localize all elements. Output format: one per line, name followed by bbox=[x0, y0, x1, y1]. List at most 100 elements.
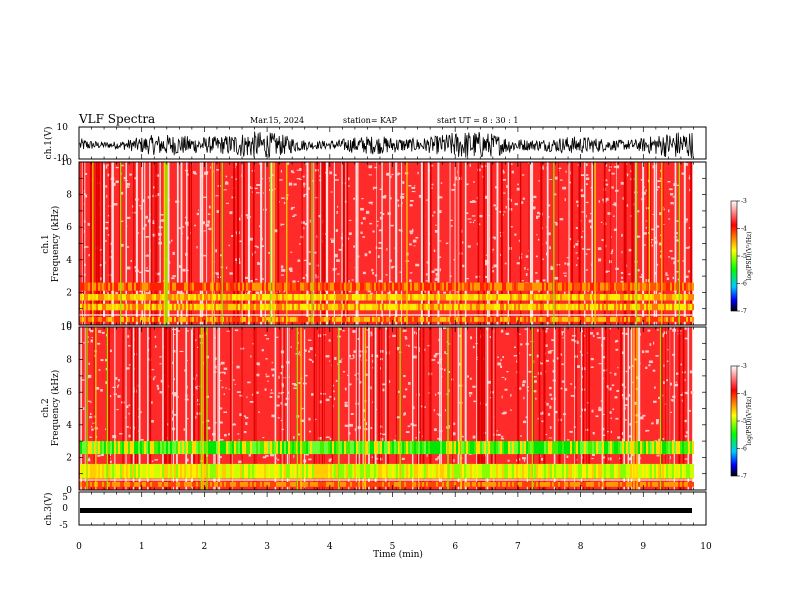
spectrogram-impulse bbox=[422, 162, 425, 325]
spectrogram-speckle bbox=[654, 386, 656, 389]
spectrogram-band bbox=[350, 481, 352, 487]
spectrogram-band bbox=[360, 316, 362, 322]
spectrogram-band bbox=[676, 441, 678, 455]
spectrogram-band bbox=[604, 463, 606, 479]
spectrogram-band bbox=[676, 481, 678, 487]
spectrogram-band bbox=[168, 316, 170, 322]
spectrogram-band bbox=[382, 316, 384, 322]
spectrogram-band bbox=[318, 303, 320, 311]
spectrogram-band bbox=[96, 463, 98, 479]
spectrogram-band bbox=[152, 303, 154, 311]
spectrogram-band bbox=[428, 282, 430, 291]
spectrogram-speckle bbox=[151, 222, 155, 224]
spectrogram-band bbox=[422, 282, 424, 291]
spectrogram-band bbox=[384, 282, 386, 291]
spectrogram-speckle bbox=[539, 362, 543, 365]
spectrogram-speckle bbox=[660, 234, 662, 236]
spectrogram-band bbox=[682, 441, 684, 455]
spectrogram-band bbox=[220, 294, 222, 301]
spectrogram-speckle bbox=[203, 196, 207, 198]
spectrogram-speckle bbox=[256, 192, 260, 194]
spectrogram-speckle bbox=[491, 248, 494, 251]
spectrogram-speckle bbox=[142, 199, 145, 203]
spectrogram-sferic bbox=[311, 162, 313, 325]
spectrogram-band bbox=[660, 282, 662, 291]
spectrogram-speckle bbox=[378, 279, 383, 283]
spectrogram-band bbox=[320, 303, 322, 311]
spectrogram-band bbox=[670, 463, 672, 479]
spectrogram-band bbox=[122, 463, 124, 479]
spectrogram-band bbox=[232, 282, 234, 291]
spectrogram-band bbox=[666, 441, 668, 455]
spectrogram-impulse bbox=[440, 327, 442, 490]
spectrogram-band bbox=[270, 463, 272, 479]
spectrogram-speckle bbox=[152, 194, 154, 198]
spectrogram-speckle bbox=[591, 409, 594, 413]
spectrogram-band bbox=[126, 481, 128, 487]
spectrogram-band bbox=[414, 282, 416, 291]
spectrogram-speckle bbox=[278, 201, 280, 203]
spectrogram-band bbox=[150, 463, 152, 479]
spectrogram-speckle bbox=[178, 291, 181, 294]
spectrogram-band bbox=[626, 303, 628, 311]
spectrogram-band bbox=[394, 481, 396, 487]
spectrogram-band bbox=[616, 481, 618, 487]
spectrogram-band bbox=[468, 481, 470, 487]
spectrogram-band bbox=[654, 282, 656, 291]
spectrogram-speckle bbox=[129, 426, 132, 429]
spectrogram-band bbox=[662, 481, 664, 487]
spectrogram-speckle bbox=[444, 409, 446, 412]
spectrogram-band bbox=[586, 481, 588, 487]
spectrogram-speckle bbox=[561, 363, 564, 366]
spectrogram-band bbox=[156, 294, 158, 301]
spectrogram-band bbox=[458, 316, 460, 322]
spectrogram-band bbox=[538, 463, 540, 479]
spectrogram-speckle bbox=[584, 253, 588, 255]
spectrogram-band bbox=[424, 303, 426, 311]
spectrogram-speckle bbox=[501, 435, 504, 438]
spectrogram-band bbox=[354, 316, 356, 322]
ch1-spectrogram-ytick: 10 bbox=[61, 158, 73, 168]
spectrogram-speckle bbox=[665, 274, 669, 276]
spectrogram-impulse bbox=[190, 162, 192, 325]
spectrogram-speckle bbox=[549, 393, 552, 396]
spectrogram-band bbox=[140, 316, 142, 322]
spectrogram-speckle bbox=[540, 457, 544, 461]
spectrogram-speckle bbox=[503, 211, 506, 213]
spectrogram-band bbox=[104, 282, 106, 291]
spectrogram-band bbox=[102, 294, 104, 301]
spectrogram-band bbox=[342, 316, 344, 322]
spectrogram-impulse bbox=[274, 327, 277, 490]
spectrogram-band bbox=[616, 316, 618, 322]
ch1-waveform-panel: 10 -10 ch.1(V) bbox=[43, 123, 707, 164]
spectrogram-speckle bbox=[243, 415, 246, 417]
spectrogram-band bbox=[656, 441, 658, 455]
spectrogram-band bbox=[680, 294, 682, 301]
spectrogram-band bbox=[264, 282, 266, 291]
spectrogram-speckle bbox=[396, 173, 399, 176]
spectrogram-speckle bbox=[484, 195, 488, 199]
spectrogram-speckle bbox=[113, 203, 118, 206]
spectrogram-impulse bbox=[84, 327, 86, 490]
spectrogram-band bbox=[646, 294, 648, 301]
spectrogram-speckle bbox=[158, 238, 161, 240]
spectrogram-band bbox=[590, 282, 592, 291]
spectrogram-speckle bbox=[223, 411, 227, 413]
spectrogram-band bbox=[106, 282, 108, 291]
spectrogram-band bbox=[248, 303, 250, 311]
spectrogram-speckle bbox=[293, 183, 297, 186]
spectrogram-band bbox=[610, 463, 612, 479]
spectrogram-speckle bbox=[411, 190, 416, 193]
spectrogram-sferic bbox=[120, 162, 122, 325]
spectrogram-band bbox=[84, 481, 86, 487]
spectrogram-band bbox=[438, 316, 440, 322]
spectrogram-band bbox=[622, 316, 624, 322]
spectrogram-band bbox=[578, 294, 580, 301]
spectrogram-impulse bbox=[623, 162, 626, 325]
spectrogram-band bbox=[684, 303, 686, 311]
spectrogram-band bbox=[646, 316, 648, 322]
spectrogram-band bbox=[316, 463, 318, 479]
spectrogram-band bbox=[110, 294, 112, 301]
spectrogram-band bbox=[142, 463, 144, 479]
spectrogram-speckle bbox=[586, 269, 589, 271]
